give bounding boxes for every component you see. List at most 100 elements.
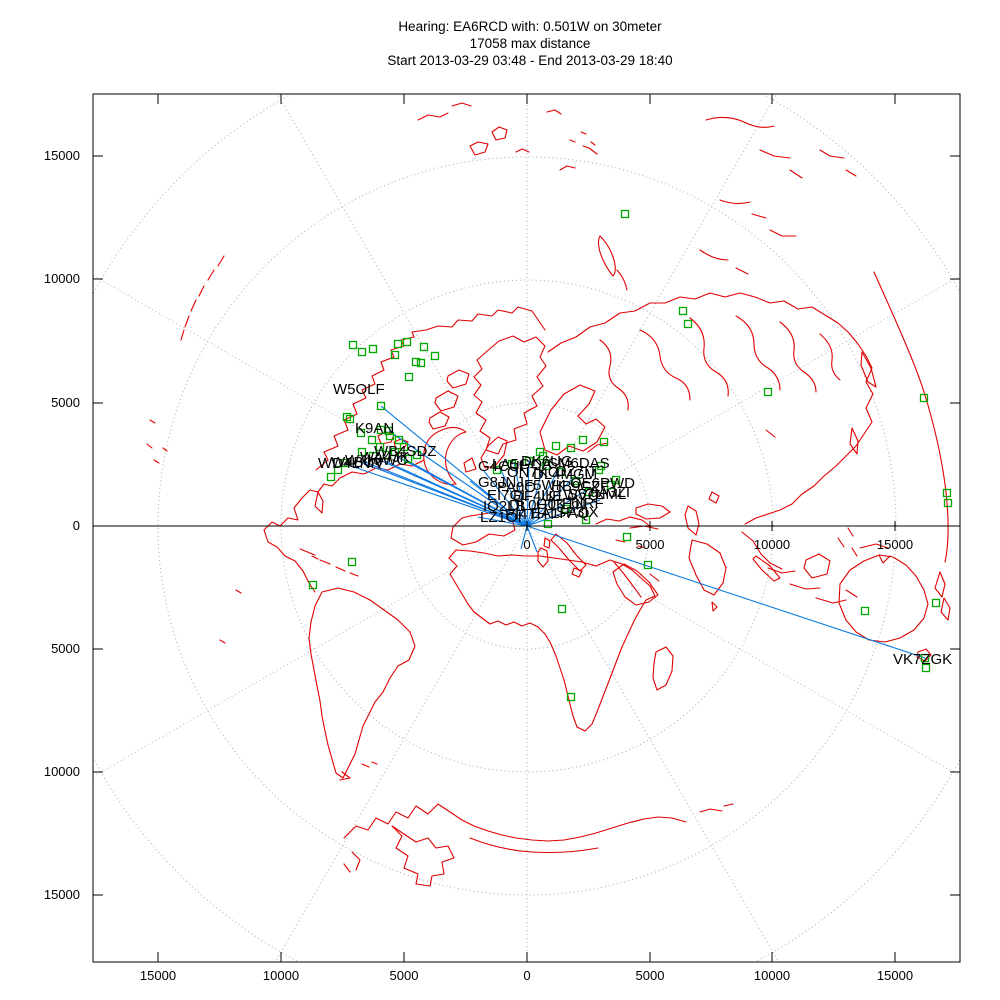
propagation-path	[384, 460, 528, 527]
station-marker	[340, 458, 350, 468]
station-marker	[376, 401, 386, 411]
azimuth-radial-240deg	[93, 525, 528, 778]
station-marker	[419, 342, 429, 352]
azimuth-radial-150deg	[526, 525, 780, 962]
inner-axis-tick-label: 10000	[754, 537, 790, 552]
station-marker	[345, 414, 355, 424]
station-marker	[368, 344, 378, 354]
propagation-paths	[344, 405, 926, 659]
station-marker	[492, 465, 502, 475]
plot-title: Hearing: EA6RCD with: 0.501W on 30meter …	[387, 19, 672, 68]
station-marker	[404, 372, 414, 382]
station-marker	[566, 443, 576, 453]
title-line-3: Start 2013-03-29 03:48 - End 2013-03-29 …	[387, 53, 672, 68]
callsign-label-na: W4HIWC	[345, 452, 408, 469]
inner-axis-tick-label: 15000	[877, 537, 913, 552]
station-marker	[606, 480, 616, 490]
callsign-label-europe: OZ7IT	[555, 463, 598, 480]
x-tick-label: 5000	[390, 968, 419, 983]
callsign-label-europe: PA0O	[497, 479, 536, 496]
callsign-label-na: W4BCV	[331, 454, 384, 471]
station-marker	[416, 358, 426, 368]
axes: 0 5000 10000 15000 15000 10000 5000 0 5000 10000 1…	[44, 94, 960, 983]
station-marker	[348, 340, 358, 350]
callsign-label-europe: IQ2LB	[483, 498, 526, 515]
callsign-label-europe: EA1FAQ	[531, 505, 589, 522]
station-marker	[581, 515, 591, 525]
inner-axis-tick-label: 5000	[636, 537, 665, 552]
y-tick-label: 15000	[44, 148, 80, 163]
callsign-label: VK7ZGK	[893, 651, 952, 668]
callsign-label-europe: DL0HT	[509, 497, 557, 514]
station-marker	[412, 450, 422, 460]
station-marker	[551, 441, 561, 451]
propagation-path	[344, 463, 528, 527]
station-marker	[399, 442, 409, 452]
propagation-path	[520, 525, 528, 550]
station-marker	[611, 475, 621, 485]
propagation-path	[483, 470, 528, 527]
y-tick-label: 10000	[44, 271, 80, 286]
callsign-label-europe: G0KTN	[536, 496, 586, 513]
station-marker	[860, 606, 870, 616]
station-marker	[622, 532, 632, 542]
x-tick-label: 5000	[636, 968, 665, 983]
station-marker	[390, 447, 400, 457]
callsign-label-europe: G4CUI	[478, 458, 524, 475]
station-marker	[763, 387, 773, 397]
station-marker	[920, 653, 930, 663]
propagation-path	[526, 525, 926, 659]
y-tick-label: 10000	[44, 764, 80, 779]
title-line-2: 17058 max distance	[470, 36, 591, 51]
propagation-path	[380, 405, 528, 527]
station-marker	[943, 498, 953, 508]
propagation-path	[526, 488, 590, 527]
station-marker	[643, 560, 653, 570]
callsign-label-europe: F5WK	[524, 477, 566, 494]
x-tick-label: 10000	[754, 968, 790, 983]
station-marker	[357, 447, 367, 457]
azimuth-radial-120deg	[526, 525, 960, 777]
station-marker	[367, 435, 377, 445]
station-marker	[566, 692, 576, 702]
propagation-path	[526, 468, 560, 527]
station-markers	[308, 209, 953, 702]
station-marker	[538, 451, 548, 461]
y-tick-label: 5000	[51, 641, 80, 656]
callsign-label-na: WB4SDZ	[374, 443, 437, 460]
propagation-path	[388, 430, 528, 527]
station-marker	[921, 663, 931, 673]
station-marker	[333, 465, 343, 475]
callsign-label-europe: S57NML	[568, 486, 626, 503]
station-marker	[384, 426, 394, 436]
callsign-label-na: WD4LNR	[318, 455, 382, 472]
station-marker	[376, 425, 386, 435]
callsign-label: K9AN	[355, 420, 394, 437]
station-marker	[578, 435, 588, 445]
station-marker	[347, 557, 357, 567]
station-marker	[557, 604, 567, 614]
station-marker	[571, 476, 581, 486]
station-marker	[382, 450, 392, 460]
station-marker	[541, 461, 551, 471]
station-marker	[620, 209, 630, 219]
station-marker	[308, 580, 318, 590]
station-marker	[942, 488, 952, 498]
station-marker	[403, 454, 413, 464]
station-marker	[683, 319, 693, 329]
callsign-label-europe: ON7KO	[507, 464, 560, 481]
station-marker	[507, 459, 517, 469]
callsign-label-europe: DK6UG	[521, 453, 573, 470]
callsign-label-europe: OE6PWD	[570, 475, 635, 492]
station-marker	[599, 437, 609, 447]
station-marker	[678, 306, 688, 316]
callsign-label-na: WA4JK	[360, 449, 409, 466]
y-tick-label: 15000	[44, 887, 80, 902]
station-marker	[931, 598, 941, 608]
station-marker	[385, 431, 395, 441]
station-marker	[584, 487, 594, 497]
station-marker	[543, 519, 553, 529]
azimuth-radial-30deg	[526, 94, 777, 527]
plot-border	[92, 93, 961, 963]
